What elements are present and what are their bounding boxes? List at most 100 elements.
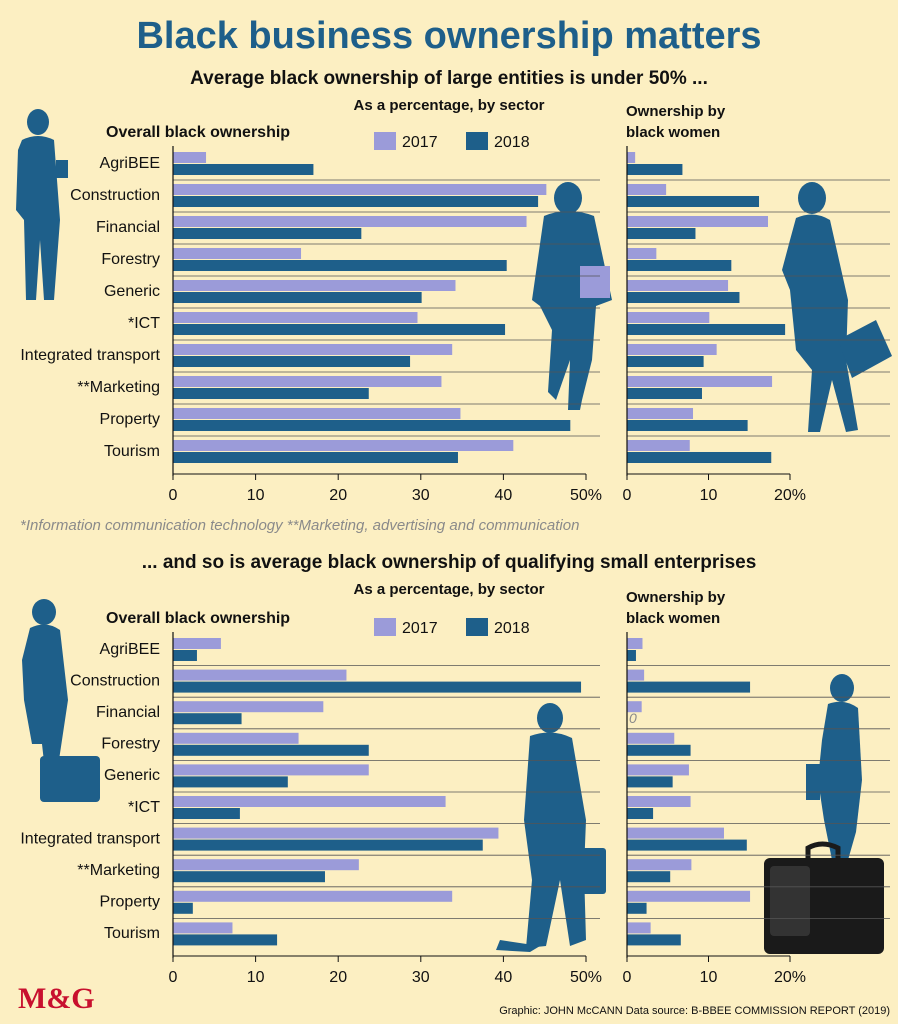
bar-women-2018 bbox=[627, 776, 673, 788]
bar-women-2017 bbox=[627, 827, 724, 839]
bar-women-2017 bbox=[627, 732, 675, 744]
bar-overall-2018 bbox=[173, 839, 483, 851]
women-heading-line2: black women bbox=[626, 610, 720, 627]
women-tick-label: 0 bbox=[623, 487, 632, 504]
bar-overall-2017 bbox=[173, 312, 418, 323]
women-tick-label: 20% bbox=[774, 969, 806, 986]
bar-overall-2017 bbox=[173, 280, 456, 291]
women-tick-label: 10 bbox=[700, 969, 718, 986]
category-label: AgriBEE bbox=[100, 155, 160, 172]
legend-label-2017: 2017 bbox=[402, 620, 438, 637]
logo: M&G bbox=[18, 982, 95, 1015]
chart-subtitle: As a percentage, by sector bbox=[354, 97, 545, 114]
bar-women-2017 bbox=[627, 764, 689, 776]
silhouette-man-middle-bottom bbox=[496, 703, 606, 952]
overall-tick-label: 10 bbox=[247, 487, 265, 504]
bar-overall-2017 bbox=[173, 764, 369, 776]
bar-women-2018 bbox=[627, 871, 671, 883]
bar-overall-2018 bbox=[173, 388, 369, 399]
bar-overall-2018 bbox=[173, 902, 193, 914]
chart-small-enterprises: As a percentage, by sector Overall black … bbox=[20, 581, 890, 986]
bar-overall-2018 bbox=[173, 744, 369, 756]
overall-tick-label: 0 bbox=[169, 487, 178, 504]
legend-swatch-2018 bbox=[466, 132, 488, 150]
silhouette-woman-left-bottom bbox=[22, 599, 100, 802]
overall-tick-label: 20 bbox=[329, 969, 347, 986]
overall-tick-label: 30 bbox=[412, 969, 430, 986]
overall-tick-label: 10 bbox=[247, 969, 265, 986]
bar-overall-2018 bbox=[173, 713, 242, 725]
bar-overall-2017 bbox=[173, 922, 233, 934]
bar-overall-2017 bbox=[173, 440, 514, 451]
bar-women-2017 bbox=[627, 248, 657, 259]
bar-women-2018 bbox=[627, 260, 732, 271]
bar-overall-2018 bbox=[173, 228, 362, 239]
bar-women-2017 bbox=[627, 184, 667, 195]
silhouette-man-left-top bbox=[16, 109, 68, 300]
chart-subtitle: As a percentage, by sector bbox=[354, 581, 545, 598]
bar-overall-2018 bbox=[173, 934, 278, 946]
category-label: Financial bbox=[96, 219, 160, 236]
bar-women-2017 bbox=[627, 312, 710, 323]
overall-tick-label: 50% bbox=[570, 969, 602, 986]
silhouette-woman-right-top bbox=[782, 182, 892, 432]
zero-value-label: 0 bbox=[629, 710, 637, 726]
bar-overall-2018 bbox=[173, 260, 507, 271]
bar-overall-2018 bbox=[173, 650, 197, 661]
category-label: AgriBEE bbox=[100, 641, 160, 658]
women-heading-line1: Ownership by bbox=[626, 103, 726, 120]
silhouette-woman-right-bottom bbox=[806, 674, 862, 860]
bar-women-2018 bbox=[627, 744, 691, 756]
legend-label-2017: 2017 bbox=[402, 134, 438, 151]
legend-swatch-2017 bbox=[374, 132, 396, 150]
bar-women-2017 bbox=[627, 890, 751, 902]
women-heading-line2: black women bbox=[626, 124, 720, 141]
bar-women-2017 bbox=[627, 669, 645, 681]
women-tick-label: 10 bbox=[700, 487, 718, 504]
category-label: Integrated transport bbox=[20, 347, 160, 364]
category-label: Generic bbox=[104, 283, 160, 300]
category-label: Forestry bbox=[101, 736, 160, 753]
bar-overall-2018 bbox=[173, 356, 411, 367]
bar-women-2018 bbox=[627, 196, 760, 207]
category-label: Property bbox=[100, 411, 160, 428]
bar-overall-2018 bbox=[173, 324, 506, 335]
bar-women-2018 bbox=[627, 164, 683, 175]
bar-overall-2018 bbox=[173, 871, 325, 883]
bar-women-2017 bbox=[627, 152, 636, 163]
footnote: *Information communication technology **… bbox=[20, 517, 579, 534]
category-label: Financial bbox=[96, 704, 160, 721]
bar-overall-2017 bbox=[173, 184, 547, 195]
bar-women-2017 bbox=[627, 344, 717, 355]
bar-women-2018 bbox=[627, 934, 681, 946]
bar-overall-2017 bbox=[173, 376, 442, 387]
bar-overall-2017 bbox=[173, 890, 453, 902]
bar-overall-2017 bbox=[173, 216, 527, 227]
legend-label-2018: 2018 bbox=[494, 620, 530, 637]
bar-women-2017 bbox=[627, 440, 690, 451]
overall-tick-label: 0 bbox=[169, 969, 178, 986]
bar-overall-2018 bbox=[173, 420, 571, 431]
bar-overall-2018 bbox=[173, 292, 422, 303]
bar-overall-2017 bbox=[173, 732, 299, 744]
bar-overall-2017 bbox=[173, 152, 207, 163]
bar-women-2017 bbox=[627, 859, 692, 871]
bar-women-2018 bbox=[627, 650, 636, 661]
bar-women-2018 bbox=[627, 356, 704, 367]
category-label: Tourism bbox=[104, 443, 160, 460]
bar-women-2017 bbox=[627, 796, 691, 807]
category-label: **Marketing bbox=[77, 862, 160, 879]
bar-women-2017 bbox=[627, 280, 729, 291]
bar-overall-2017 bbox=[173, 796, 446, 807]
bar-overall-2017 bbox=[173, 669, 347, 681]
bar-overall-2018 bbox=[173, 196, 539, 207]
bar-women-2018 bbox=[627, 452, 772, 463]
bar-women-2018 bbox=[627, 839, 747, 851]
category-label: *ICT bbox=[128, 799, 160, 816]
bar-women-2018 bbox=[627, 420, 748, 431]
bar-women-2017 bbox=[627, 376, 773, 387]
bar-overall-2017 bbox=[173, 701, 324, 713]
legend-swatch-2018 bbox=[466, 618, 488, 636]
bar-overall-2017 bbox=[173, 248, 302, 259]
